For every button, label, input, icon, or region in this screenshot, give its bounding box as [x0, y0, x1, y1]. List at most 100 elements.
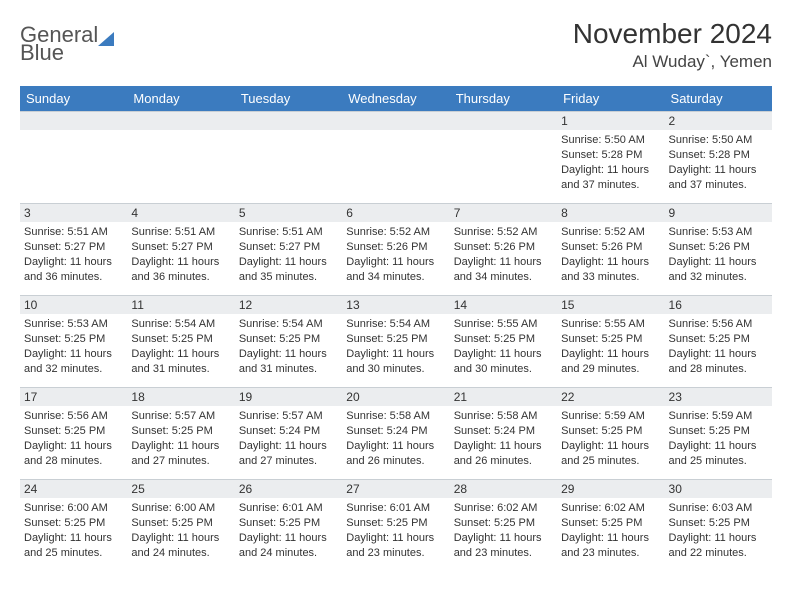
sunset-text: Sunset: 5:25 PM — [561, 516, 660, 531]
day-number: 18 — [127, 387, 234, 406]
sunrise-text: Sunrise: 5:58 AM — [346, 409, 445, 424]
sunrise-text: Sunrise: 5:56 AM — [669, 317, 768, 332]
calendar-cell: 19Sunrise: 5:57 AMSunset: 5:24 PMDayligh… — [235, 387, 342, 479]
calendar-cell: 7Sunrise: 5:52 AMSunset: 5:26 PMDaylight… — [450, 203, 557, 295]
day-number — [127, 111, 234, 130]
sunset-text: Sunset: 5:26 PM — [454, 240, 553, 255]
sunset-text: Sunset: 5:25 PM — [239, 516, 338, 531]
sunrise-text: Sunrise: 5:51 AM — [24, 225, 123, 240]
sunrise-text: Sunrise: 5:55 AM — [454, 317, 553, 332]
sunset-text: Sunset: 5:25 PM — [669, 332, 768, 347]
calendar-cell: 13Sunrise: 5:54 AMSunset: 5:25 PMDayligh… — [342, 295, 449, 387]
day-info: Sunrise: 5:50 AMSunset: 5:28 PMDaylight:… — [669, 133, 768, 192]
day-info: Sunrise: 6:00 AMSunset: 5:25 PMDaylight:… — [24, 501, 123, 560]
day-header: Saturday — [665, 86, 772, 111]
daylight-text: Daylight: 11 hours and 25 minutes. — [669, 439, 768, 469]
sunset-text: Sunset: 5:24 PM — [454, 424, 553, 439]
calendar-cell: 10Sunrise: 5:53 AMSunset: 5:25 PMDayligh… — [20, 295, 127, 387]
logo: General Blue — [20, 18, 114, 64]
daylight-text: Daylight: 11 hours and 36 minutes. — [131, 255, 230, 285]
day-info: Sunrise: 6:02 AMSunset: 5:25 PMDaylight:… — [454, 501, 553, 560]
calendar-cell: 12Sunrise: 5:54 AMSunset: 5:25 PMDayligh… — [235, 295, 342, 387]
sunset-text: Sunset: 5:28 PM — [561, 148, 660, 163]
sunset-text: Sunset: 5:25 PM — [24, 332, 123, 347]
day-number: 10 — [20, 295, 127, 314]
daylight-text: Daylight: 11 hours and 35 minutes. — [239, 255, 338, 285]
calendar-cell: 8Sunrise: 5:52 AMSunset: 5:26 PMDaylight… — [557, 203, 664, 295]
day-number: 14 — [450, 295, 557, 314]
daylight-text: Daylight: 11 hours and 22 minutes. — [669, 531, 768, 561]
day-number: 4 — [127, 203, 234, 222]
daylight-text: Daylight: 11 hours and 27 minutes. — [239, 439, 338, 469]
day-header-row: Sunday Monday Tuesday Wednesday Thursday… — [20, 86, 772, 111]
daylight-text: Daylight: 11 hours and 24 minutes. — [239, 531, 338, 561]
daylight-text: Daylight: 11 hours and 23 minutes. — [454, 531, 553, 561]
day-info: Sunrise: 5:51 AMSunset: 5:27 PMDaylight:… — [131, 225, 230, 284]
calendar-cell: 18Sunrise: 5:57 AMSunset: 5:25 PMDayligh… — [127, 387, 234, 479]
sunset-text: Sunset: 5:25 PM — [346, 516, 445, 531]
calendar-cell: 2 Sunrise: 5:50 AMSunset: 5:28 PMDaylight… — [665, 111, 772, 203]
sunrise-text: Sunrise: 5:55 AM — [561, 317, 660, 332]
day-info: Sunrise: 5:56 AMSunset: 5:25 PMDaylight:… — [669, 317, 768, 376]
daylight-text: Daylight: 11 hours and 26 minutes. — [454, 439, 553, 469]
day-header: Sunday — [20, 86, 127, 111]
day-header: Thursday — [450, 86, 557, 111]
day-info: Sunrise: 5:59 AMSunset: 5:25 PMDaylight:… — [561, 409, 660, 468]
daylight-text: Daylight: 11 hours and 36 minutes. — [24, 255, 123, 285]
calendar-cell: 23Sunrise: 5:59 AMSunset: 5:25 PMDayligh… — [665, 387, 772, 479]
day-info: Sunrise: 5:54 AMSunset: 5:25 PMDaylight:… — [239, 317, 338, 376]
sunrise-text: Sunrise: 5:59 AM — [669, 409, 768, 424]
calendar-cell — [450, 111, 557, 203]
calendar-cell — [342, 111, 449, 203]
day-info: Sunrise: 6:02 AMSunset: 5:25 PMDaylight:… — [561, 501, 660, 560]
sunset-text: Sunset: 5:26 PM — [561, 240, 660, 255]
day-header: Tuesday — [235, 86, 342, 111]
day-number: 25 — [127, 479, 234, 498]
calendar-cell: 22Sunrise: 5:59 AMSunset: 5:25 PMDayligh… — [557, 387, 664, 479]
sunset-text: Sunset: 5:27 PM — [24, 240, 123, 255]
sunrise-text: Sunrise: 6:01 AM — [346, 501, 445, 516]
day-info: Sunrise: 5:55 AMSunset: 5:25 PMDaylight:… — [561, 317, 660, 376]
day-info: Sunrise: 5:56 AMSunset: 5:25 PMDaylight:… — [24, 409, 123, 468]
sunrise-text: Sunrise: 5:59 AM — [561, 409, 660, 424]
calendar-cell: 26Sunrise: 6:01 AMSunset: 5:25 PMDayligh… — [235, 479, 342, 571]
sunset-text: Sunset: 5:25 PM — [454, 516, 553, 531]
daylight-text: Daylight: 11 hours and 28 minutes. — [669, 347, 768, 377]
day-number: 17 — [20, 387, 127, 406]
day-number: 21 — [450, 387, 557, 406]
logo-line2: Blue — [20, 40, 64, 65]
calendar-cell: 15Sunrise: 5:55 AMSunset: 5:25 PMDayligh… — [557, 295, 664, 387]
sunrise-text: Sunrise: 5:50 AM — [561, 133, 660, 148]
sunset-text: Sunset: 5:25 PM — [669, 424, 768, 439]
sunrise-text: Sunrise: 5:57 AM — [131, 409, 230, 424]
sunrise-text: Sunrise: 5:56 AM — [24, 409, 123, 424]
sunrise-text: Sunrise: 6:03 AM — [669, 501, 768, 516]
day-number: 3 — [20, 203, 127, 222]
sunset-text: Sunset: 5:25 PM — [131, 332, 230, 347]
calendar-cell: 17 Sunrise: 5:56 AMSunset: 5:25 PMDayligh… — [20, 387, 127, 479]
sunset-text: Sunset: 5:25 PM — [131, 424, 230, 439]
daylight-text: Daylight: 11 hours and 29 minutes. — [561, 347, 660, 377]
calendar-table: Sunday Monday Tuesday Wednesday Thursday… — [20, 86, 772, 571]
sunset-text: Sunset: 5:26 PM — [346, 240, 445, 255]
day-number: 2 — [665, 111, 772, 130]
day-number: 27 — [342, 479, 449, 498]
day-info: Sunrise: 6:03 AMSunset: 5:25 PMDaylight:… — [669, 501, 768, 560]
sunrise-text: Sunrise: 6:02 AM — [454, 501, 553, 516]
calendar-cell: 20Sunrise: 5:58 AMSunset: 5:24 PMDayligh… — [342, 387, 449, 479]
daylight-text: Daylight: 11 hours and 23 minutes. — [346, 531, 445, 561]
day-number: 5 — [235, 203, 342, 222]
daylight-text: Daylight: 11 hours and 25 minutes. — [24, 531, 123, 561]
day-info: Sunrise: 5:54 AMSunset: 5:25 PMDaylight:… — [346, 317, 445, 376]
day-number — [235, 111, 342, 130]
day-number: 24 — [20, 479, 127, 498]
calendar-cell: 21Sunrise: 5:58 AMSunset: 5:24 PMDayligh… — [450, 387, 557, 479]
sunset-text: Sunset: 5:25 PM — [561, 424, 660, 439]
day-number: 30 — [665, 479, 772, 498]
day-info: Sunrise: 5:52 AMSunset: 5:26 PMDaylight:… — [346, 225, 445, 284]
day-info: Sunrise: 5:54 AMSunset: 5:25 PMDaylight:… — [131, 317, 230, 376]
sunset-text: Sunset: 5:26 PM — [669, 240, 768, 255]
sunset-text: Sunset: 5:25 PM — [239, 332, 338, 347]
day-info: Sunrise: 5:51 AMSunset: 5:27 PMDaylight:… — [239, 225, 338, 284]
calendar-cell: 4 Sunrise: 5:51 AMSunset: 5:27 PMDaylight… — [127, 203, 234, 295]
